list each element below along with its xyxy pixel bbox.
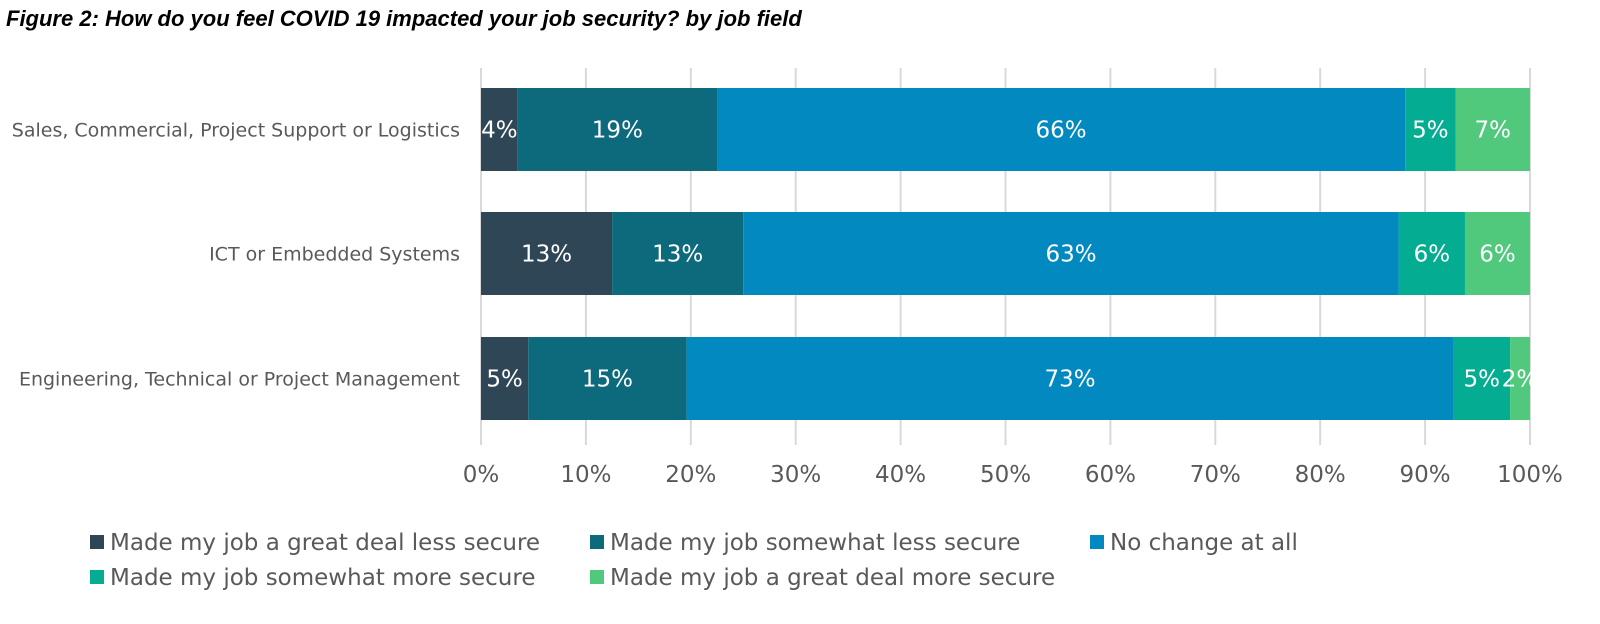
bar-segment — [717, 88, 1406, 171]
data-label: 4% — [481, 118, 518, 144]
data-label: 66% — [1036, 118, 1087, 144]
legend-swatch — [590, 535, 604, 549]
x-tick-label: 10% — [560, 462, 611, 488]
bar-segment — [481, 212, 613, 295]
bar-segment — [481, 337, 529, 420]
bar-segment — [612, 212, 744, 295]
bar-segments — [481, 88, 1530, 420]
category-label: Engineering, Technical or Project Manage… — [19, 369, 460, 391]
x-tick-label: 90% — [1400, 462, 1451, 488]
x-axis-tick-labels: 0% 10% 20% 30% 40% 50% 60% 70% 80% 90% 100% — [463, 462, 1563, 488]
bar-segment — [1405, 88, 1456, 171]
legend-swatch — [1090, 535, 1104, 549]
data-label: 73% — [1044, 367, 1095, 393]
bar-segment — [1398, 212, 1465, 295]
x-tick-label: 70% — [1190, 462, 1241, 488]
data-label: 5% — [1412, 118, 1449, 144]
x-tick-label: 30% — [770, 462, 821, 488]
legend: Made my job a great deal less secure Made… — [90, 530, 1298, 591]
legend-label: Made my job a great deal more secure — [610, 565, 1055, 591]
category-labels: Sales, Commercial, Project Support or Lo… — [12, 120, 460, 391]
bar-segment — [1464, 212, 1530, 295]
data-label: 19% — [592, 118, 643, 144]
legend-label: Made my job a great deal less secure — [110, 530, 540, 556]
data-label: 13% — [521, 242, 572, 268]
data-label: 7% — [1475, 118, 1512, 144]
x-tick-label: 50% — [980, 462, 1031, 488]
legend-swatch — [90, 535, 104, 549]
data-label: 13% — [652, 242, 703, 268]
bar-segment — [1455, 88, 1530, 171]
category-label: ICT or Embedded Systems — [209, 244, 460, 266]
bar-segment — [481, 88, 518, 171]
x-tick-label: 20% — [665, 462, 716, 488]
bar-segment — [1453, 337, 1511, 420]
legend-label: Made my job somewhat less secure — [610, 530, 1020, 556]
x-tick-label: 40% — [875, 462, 926, 488]
bar-segment — [517, 88, 718, 171]
data-label: 5% — [486, 367, 523, 393]
data-label: 5% — [1463, 367, 1500, 393]
data-label: 6% — [1479, 242, 1516, 268]
x-tick-label: 100% — [1497, 462, 1563, 488]
legend-label: Made my job somewhat more secure — [110, 565, 535, 591]
chart-title: Figure 2: How do you feel COVID 19 impac… — [6, 6, 802, 31]
x-tick-label: 80% — [1295, 462, 1346, 488]
x-tick-label: 0% — [463, 462, 500, 488]
bar-segment — [528, 337, 687, 420]
legend-swatch — [590, 570, 604, 584]
data-labels: 4% 19% 66% 5% 7%13% 13% 63% 6% 6%5% 15% 73% 5% 2% — [481, 118, 1538, 393]
data-label: 15% — [582, 367, 633, 393]
legend-swatch — [90, 570, 104, 584]
bar-segment — [743, 212, 1399, 295]
data-label: 2% — [1502, 367, 1539, 393]
category-label: Sales, Commercial, Project Support or Lo… — [12, 120, 460, 142]
bar-segment — [686, 337, 1454, 420]
x-tick-label: 60% — [1085, 462, 1136, 488]
data-label: 6% — [1414, 242, 1451, 268]
data-label: 63% — [1046, 242, 1097, 268]
bar-segment — [1510, 337, 1530, 420]
legend-label: No change at all — [1110, 530, 1298, 556]
